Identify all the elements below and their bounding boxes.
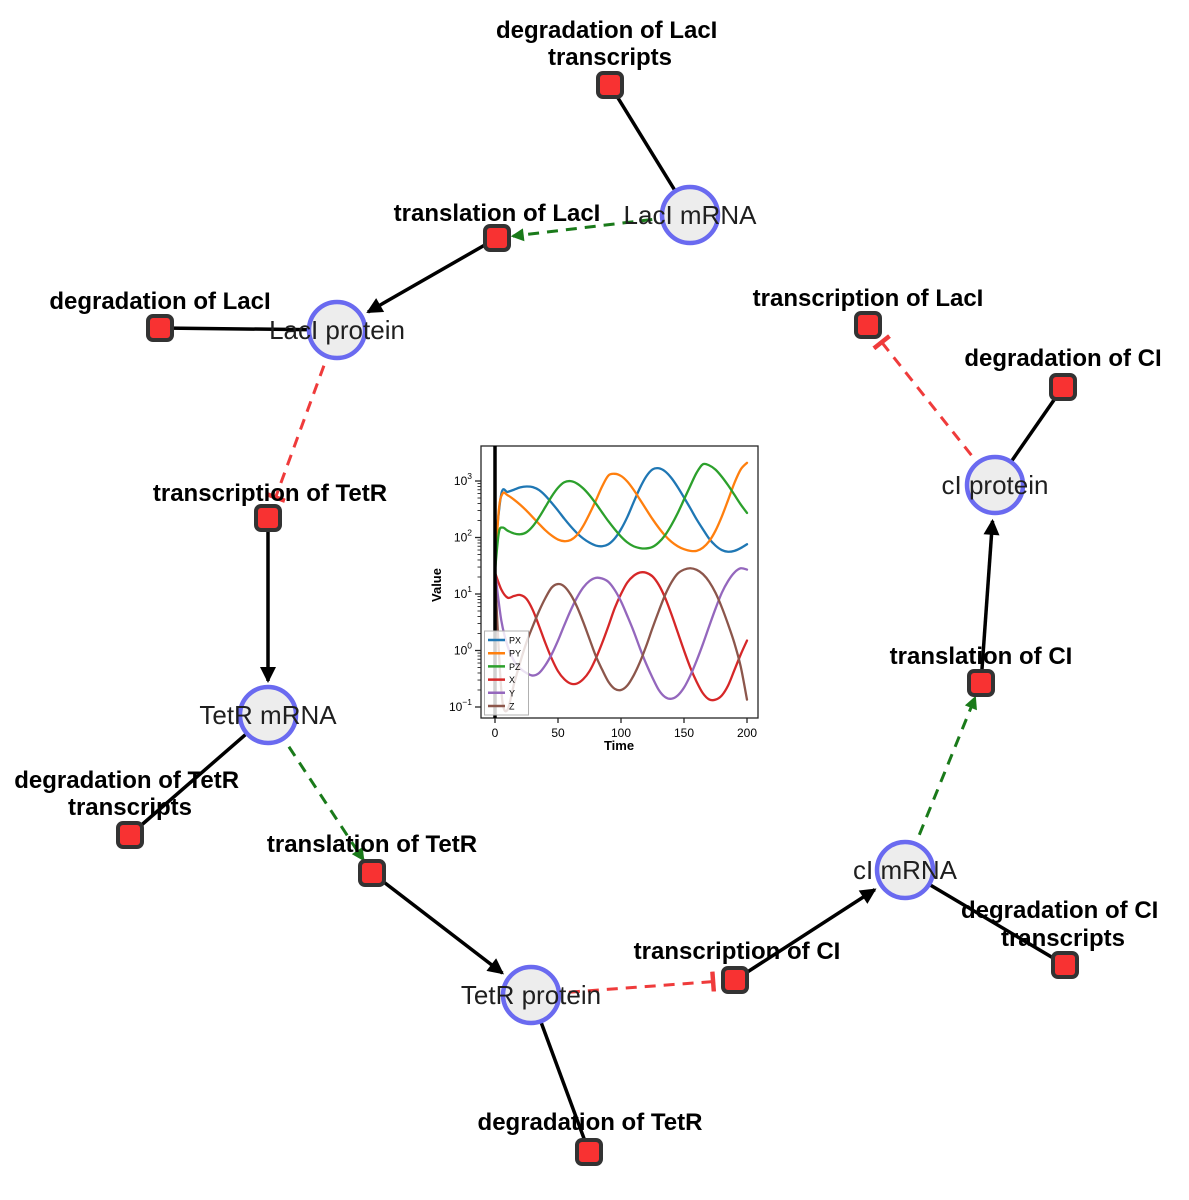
reaction-label-translation-laci: translation of LacI (394, 200, 601, 227)
species-label-laci-mrna: LacI mRNA (624, 200, 758, 230)
reaction-label-degradation-tetr-transcripts: degradation of TetR transcripts (14, 767, 246, 821)
species-node-tetr-mrna[interactable] (237, 684, 299, 746)
y-tick-label: 10−1 (449, 697, 472, 714)
legend-label-PY: PY (509, 649, 521, 659)
species-node-laci-protein[interactable] (306, 299, 368, 361)
label-layer: LacI mRNA LacI protein TetR mRNA TetR pr… (14, 17, 1165, 1136)
reaction-node-translation-tetr[interactable] (358, 859, 386, 887)
series-Z (493, 567, 749, 713)
reaction-node-degradation-ci[interactable] (1049, 373, 1077, 401)
legend-label-PX: PX (509, 636, 521, 646)
species-label-laci-protein: LacI protein (269, 315, 405, 345)
reaction-node-transcription-laci[interactable] (854, 311, 882, 339)
reaction-node-transcription-tetr[interactable] (254, 504, 282, 532)
edge-translation-ci-to-ciprotein (979, 518, 1000, 684)
edge-translation-laci-to-laciprotein (366, 236, 498, 314)
x-tick-label: 200 (737, 726, 757, 740)
series-PX (493, 466, 749, 553)
edge-tetrprotein-represses-transcription-ci (530, 971, 717, 997)
species-node-laci-mrna[interactable] (659, 184, 721, 246)
reaction-node-degradation-tetr[interactable] (575, 1138, 603, 1166)
x-tick-label: 50 (551, 726, 565, 740)
inset-xlabel: Time (604, 738, 634, 753)
reaction-node-degradation-tetr-transcripts[interactable] (116, 821, 144, 849)
species-label-tetr-mrna: TetR mRNA (199, 700, 337, 730)
reaction-node-translation-laci[interactable] (483, 224, 511, 252)
reaction-label-translation-tetr: translation of TetR (267, 831, 477, 858)
reaction-label-degradation-tetr: degradation of TetR (478, 1109, 703, 1136)
edge-tetrmrna-degradation-transcripts (128, 713, 270, 837)
species-label-ci-mrna: cI mRNA (853, 855, 958, 885)
reaction-label-transcription-ci: transcription of CI (634, 938, 841, 965)
edge-cimrna-degradation-transcripts (904, 868, 1066, 967)
series-Y (493, 567, 749, 700)
edge-transcription-ci-to-cimrna (734, 888, 877, 982)
y-tick-label: 103 (454, 471, 472, 488)
reaction-label-transcription-tetr: transcription of TetR (153, 480, 387, 507)
reaction-node-layer (116, 71, 1079, 1166)
species-label-tetr-protein: TetR protein (461, 980, 601, 1010)
y-tick-label: 102 (454, 528, 472, 545)
x-tick-label: 100 (611, 726, 631, 740)
y-tick-label: 100 (454, 641, 472, 658)
inset-ylabel: Value (429, 568, 444, 602)
species-node-tetr-protein[interactable] (500, 964, 562, 1026)
reaction-node-transcription-ci[interactable] (721, 966, 749, 994)
legend-box (484, 630, 529, 716)
y-tick-label: 101 (454, 584, 472, 601)
series-PZ (493, 462, 749, 573)
legend-label-Y: Y (509, 688, 515, 698)
reaction-label-degradation-laci-transcripts: degradation of LacI transcripts (496, 17, 724, 71)
reaction-node-degradation-laci[interactable] (146, 314, 174, 342)
reaction-label-translation-ci: translation of CI (890, 643, 1073, 670)
reaction-label-transcription-laci: transcription of LacI (753, 285, 984, 312)
species-node-layer (237, 184, 1026, 1026)
legend-label-Z: Z (509, 702, 515, 712)
species-node-ci-protein[interactable] (964, 454, 1026, 516)
series-PY (493, 461, 749, 573)
inset-chart: 10−1 100 101 102 103 0 50 100 150 200 PX PY PZ XYZ (449, 445, 759, 740)
edge-cimrna-to-translation-ci (903, 695, 977, 871)
legend-label-X: X (509, 675, 515, 685)
edge-translation-tetr-to-tetrprotein (370, 871, 504, 975)
species-node-ci-mrna[interactable] (874, 839, 936, 901)
reaction-node-translation-ci[interactable] (967, 669, 995, 697)
reaction-label-degradation-ci: degradation of CI (964, 345, 1161, 372)
reaction-label-degradation-ci-transcripts: degradation of CI transcripts (961, 897, 1165, 952)
reaction-node-degradation-ci-transcripts[interactable] (1051, 951, 1079, 979)
x-tick-label: 0 (492, 726, 499, 740)
reaction-node-degradation-laci-transcripts[interactable] (596, 71, 624, 99)
series-X (493, 571, 749, 702)
legend-label-PZ: PZ (509, 662, 521, 672)
species-label-ci-protein: cI protein (942, 470, 1049, 500)
x-tick-label: 150 (674, 726, 694, 740)
reaction-label-degradation-laci: degradation of LacI (49, 288, 270, 315)
